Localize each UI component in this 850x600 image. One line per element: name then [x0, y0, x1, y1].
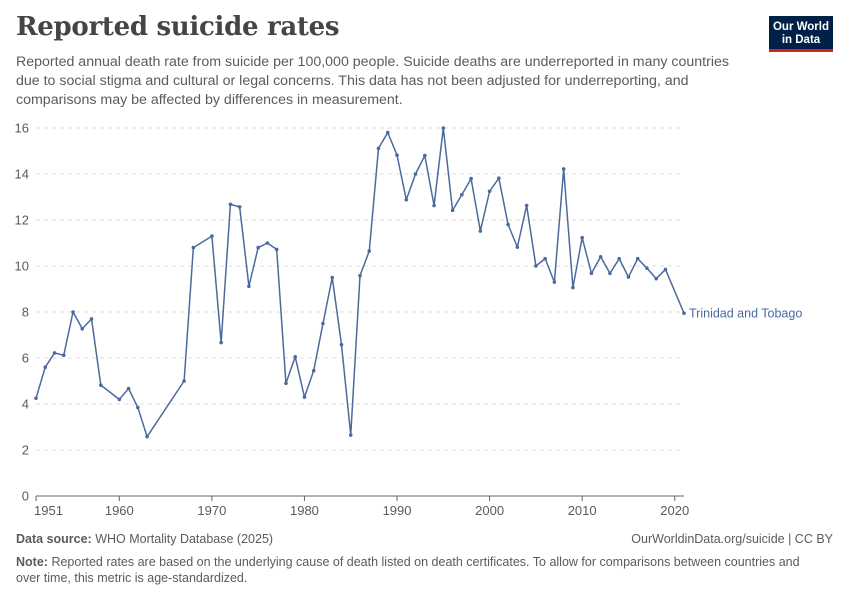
- data-point: [145, 434, 149, 439]
- data-point: [330, 275, 335, 280]
- data-point: [71, 310, 75, 314]
- data-point: [247, 284, 251, 289]
- data-point: [497, 176, 501, 180]
- data-point: [460, 192, 464, 197]
- source-text[interactable]: WHO Mortality Database (2025): [95, 532, 274, 546]
- x-tick-label: 1960: [105, 503, 134, 518]
- data-point: [404, 197, 409, 202]
- data-point: [654, 276, 659, 281]
- y-tick-label: 12: [15, 213, 29, 228]
- x-tick-label: 2000: [475, 503, 504, 518]
- logo-line-1: Our World: [772, 21, 829, 33]
- data-point: [117, 397, 122, 402]
- data-point: [265, 241, 270, 245]
- data-point: [441, 126, 446, 130]
- data-point: [376, 146, 381, 151]
- x-tick-label: 1970: [197, 503, 226, 518]
- data-point: [311, 368, 316, 373]
- data-point: [423, 153, 427, 158]
- data-point: [598, 254, 603, 259]
- data-point: [43, 365, 48, 370]
- y-tick-label: 6: [22, 351, 29, 366]
- data-point: [608, 271, 612, 276]
- data-point: [191, 245, 196, 250]
- data-point: [89, 317, 94, 321]
- chart-title: Reported suicide rates: [16, 12, 340, 42]
- data-point: [571, 285, 575, 290]
- data-point: [469, 176, 473, 181]
- data-point: [274, 247, 279, 252]
- data-point: [61, 353, 66, 358]
- data-point: [367, 249, 372, 253]
- data-point: [395, 153, 399, 157]
- y-tick-label: 14: [15, 167, 29, 182]
- data-point: [210, 234, 214, 238]
- data-point: [136, 405, 140, 410]
- data-point: [284, 381, 288, 386]
- logo-line-2: in Data: [781, 34, 821, 46]
- data-point: [487, 189, 492, 194]
- x-tick-label: 2010: [568, 503, 597, 518]
- data-source: Data source: WHO Mortality Database (202…: [16, 532, 273, 546]
- data-point: [80, 326, 85, 331]
- chart-subtitle: Reported annual death rate from suicide …: [16, 54, 729, 108]
- chart-note: Note: Reported rates are based on the un…: [16, 554, 816, 586]
- y-tick-label: 10: [15, 259, 29, 274]
- data-point: [256, 245, 260, 250]
- data-point: [635, 256, 640, 261]
- credit-link[interactable]: OurWorldinData.org/suicide | CC BY: [631, 532, 833, 546]
- data-point: [293, 355, 298, 359]
- y-tick-label: 8: [22, 305, 29, 320]
- data-point: [534, 264, 538, 268]
- x-tick-label: 1990: [383, 503, 412, 518]
- data-point: [515, 245, 520, 249]
- data-point: [626, 275, 631, 279]
- data-point: [302, 395, 307, 399]
- data-point: [228, 202, 233, 207]
- data-point: [543, 256, 547, 261]
- data-point: [617, 256, 621, 261]
- data-point: [339, 342, 344, 347]
- note-label: Note:: [16, 555, 48, 569]
- data-point: [413, 172, 418, 176]
- data-point: [580, 235, 584, 240]
- data-point: [99, 383, 103, 387]
- y-tick-label: 0: [22, 489, 29, 504]
- x-tick-label: 2020: [660, 503, 689, 518]
- data-point: [237, 205, 242, 209]
- data-point: [450, 208, 455, 213]
- data-point: [682, 311, 686, 315]
- data-point: [52, 351, 57, 355]
- source-label: Data source:: [16, 532, 92, 546]
- series-label: Trinidad and Tobago: [689, 307, 802, 321]
- data-point: [34, 396, 38, 401]
- data-point: [478, 229, 483, 233]
- data-point: [589, 271, 594, 276]
- data-point: [432, 203, 436, 208]
- data-point: [385, 130, 390, 135]
- data-point: [321, 321, 325, 326]
- data-point: [506, 222, 510, 227]
- data-point: [552, 280, 557, 284]
- data-point: [663, 267, 668, 272]
- x-tick-label: 1951: [34, 503, 63, 518]
- data-point: [358, 273, 362, 278]
- y-tick-label: 16: [15, 121, 29, 136]
- note-text: Reported rates are based on the underlyi…: [16, 555, 800, 585]
- data-point: [219, 340, 223, 345]
- data-point: [524, 203, 529, 208]
- owid-logo[interactable]: Our World in Data: [769, 16, 833, 52]
- data-point: [645, 266, 649, 271]
- data-point: [348, 433, 353, 437]
- data-point: [182, 379, 186, 383]
- y-tick-label: 4: [22, 397, 29, 412]
- data-point: [561, 167, 566, 171]
- x-tick-label: 1980: [290, 503, 319, 518]
- data-point: [126, 386, 131, 391]
- y-tick-label: 2: [22, 443, 29, 458]
